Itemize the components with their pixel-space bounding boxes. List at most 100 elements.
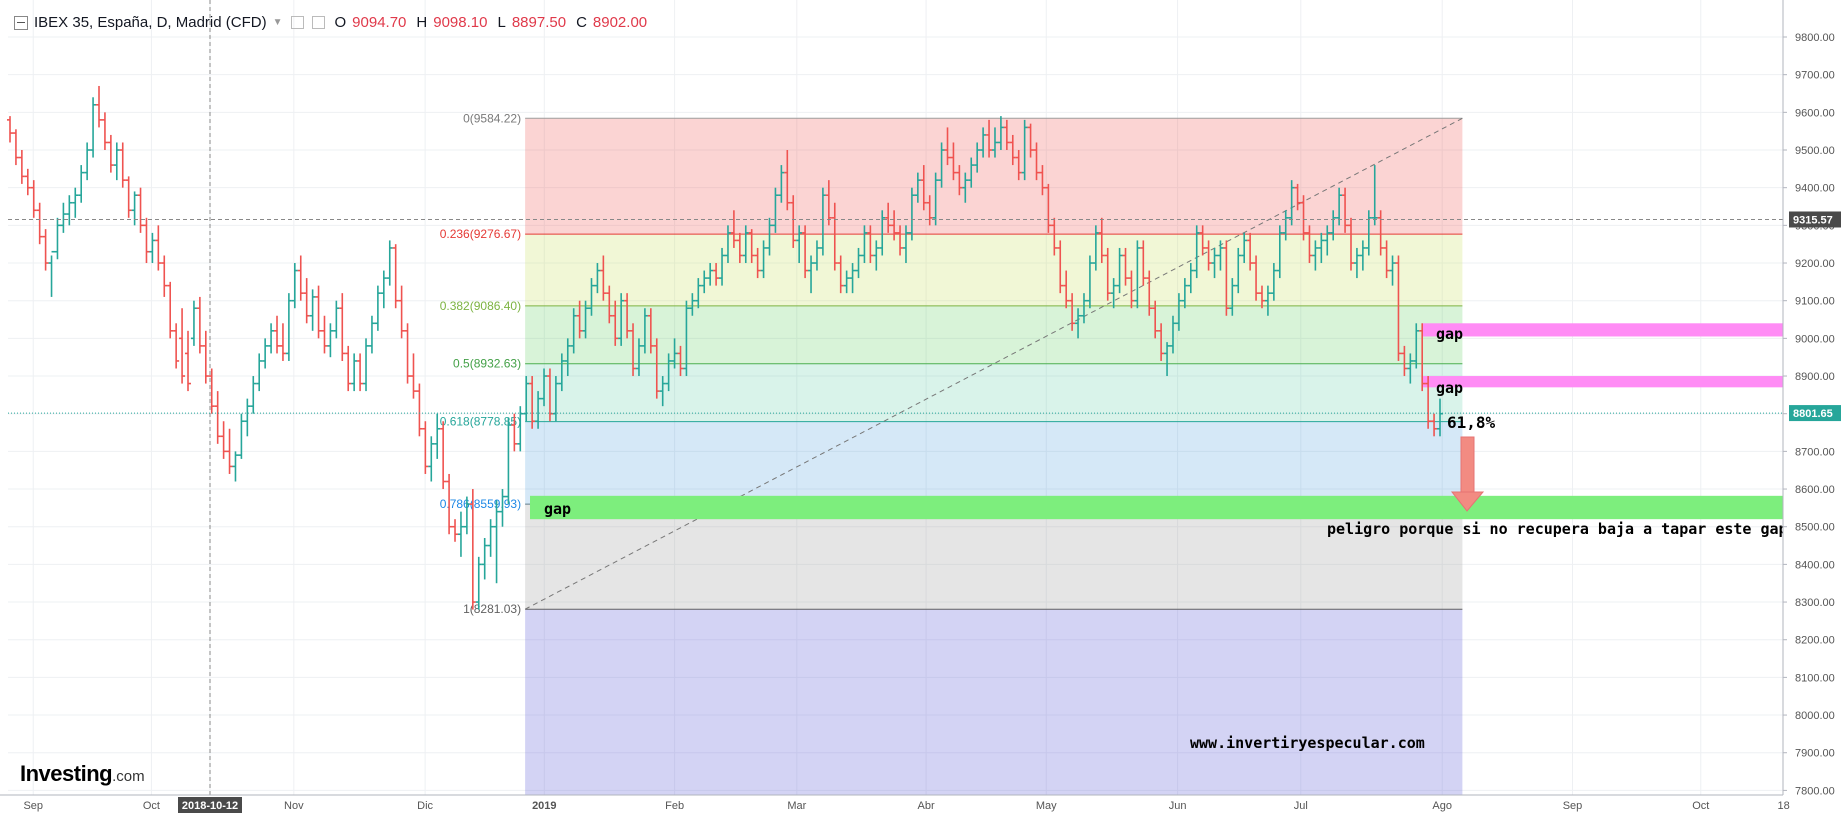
chevron-down-icon[interactable]: ▼: [272, 17, 283, 28]
ohlc-bar: [1128, 270, 1135, 309]
ohlc-bar: [303, 278, 310, 324]
fib-618-annotation: 61,8%: [1447, 413, 1496, 432]
crosshair-price-tag[interactable]: 9315.57: [1789, 211, 1841, 228]
last-price-tag[interactable]: 8801.65: [1789, 405, 1841, 422]
time-tick-label: 2019: [532, 800, 556, 812]
ohlc-bar: [1282, 210, 1289, 241]
settings-icon[interactable]: [290, 16, 304, 29]
eye-icon[interactable]: [311, 16, 325, 29]
ohlc-bar: [499, 489, 506, 527]
time-tick-label: Jul: [1294, 800, 1308, 812]
fibonacci-retracement[interactable]: 0(9584.22) 0.236(9276.67) 0.382(9086.40) 0.…: [440, 111, 1463, 795]
ohlc-bar: [214, 391, 221, 444]
website-annotation: www.invertiryespecular.com: [1190, 734, 1425, 752]
gap-zone-lower[interactable]: [530, 495, 1783, 520]
price-tick-label: 8300.00: [1795, 597, 1835, 609]
ohlc-bar: [659, 376, 666, 407]
ohlc-bar: [647, 308, 654, 354]
ohlc-bar: [677, 345, 684, 377]
ohlc-bar: [1122, 247, 1129, 286]
price-tick-label: 8400.00: [1795, 559, 1835, 571]
ohlc-bar: [487, 519, 494, 557]
gap-zone-upper[interactable]: [1422, 323, 1783, 337]
ohlc-bar: [1437, 398, 1443, 437]
ohlc-bar: [641, 308, 648, 354]
fib-zone-0.236: [525, 234, 1463, 306]
ohlc-bar: [36, 202, 43, 245]
symbol-title[interactable]: IBEX 35, España, D, Madrid (CFD): [34, 14, 267, 31]
ohlc-bar: [125, 176, 132, 218]
ohlc-bar: [618, 293, 625, 346]
ohlc-bar: [582, 300, 589, 339]
ohlc-bar: [1294, 183, 1301, 211]
ohlc-bar: [831, 202, 838, 271]
ohlc-bar: [701, 270, 708, 294]
ohlc-bar: [600, 255, 607, 301]
price-axis[interactable]: 9800.009700.009600.009500.009400.009300.…: [1782, 0, 1843, 817]
price-tick-label: 8200.00: [1795, 635, 1835, 647]
close-label: C: [576, 14, 587, 31]
ohlc-bar: [778, 165, 785, 203]
ohlc-bar: [1229, 278, 1236, 316]
ohlc-bar: [653, 338, 660, 399]
ohlc-bar: [962, 172, 969, 203]
ohlc-bar: [155, 225, 162, 271]
ohlc-bar: [1342, 187, 1349, 233]
ohlc-bar: [1235, 247, 1242, 294]
ohlc-bar: [754, 247, 761, 279]
ohlc-bar: [440, 421, 447, 490]
price-tick-label: 9500.00: [1795, 145, 1835, 157]
ohlc-bar: [606, 285, 613, 324]
warning-annotation: peligro porque si no recupera baja a tap…: [1327, 520, 1788, 538]
ohlc-bar: [885, 202, 892, 233]
fib-level-label: 0.5(8932.63): [453, 357, 521, 371]
ohlc-bar: [867, 225, 874, 264]
time-axis[interactable]: Sep Oct 2018-10-12 Nov Dic 2019 Feb Mar Abr May Ju…: [0, 794, 1843, 817]
ohlc-bar: [902, 225, 909, 264]
ohlc-bar: [1371, 165, 1378, 226]
ohlc-bar: [101, 112, 108, 151]
time-tick-label: 18: [1777, 800, 1789, 812]
ohlc-bar: [351, 353, 358, 392]
ohlc-bar: [1347, 217, 1354, 271]
time-tick-label: Mar: [787, 800, 806, 812]
collapse-icon[interactable]: [14, 15, 28, 30]
ohlc-bar: [54, 217, 61, 260]
ohlc-bar: [90, 97, 97, 158]
ohlc-bar: [1051, 217, 1058, 256]
fib-zone-0.382: [525, 305, 1463, 364]
ohlc-bar: [262, 338, 269, 369]
price-tick-label: 9800.00: [1795, 32, 1835, 44]
ohlc-bar: [315, 285, 322, 339]
ohlc-bar: [612, 300, 619, 346]
ohlc-bar: [1086, 255, 1093, 309]
ohlc-bar: [291, 263, 298, 309]
ohlc-bar: [1057, 240, 1064, 294]
ohlc-bar: [202, 330, 209, 384]
ohlc-bar: [339, 293, 346, 361]
ohlc-bar: [7, 116, 13, 143]
ohlc-bar: [190, 300, 197, 346]
time-tick-label: Feb: [665, 800, 684, 812]
ohlc-bar: [1187, 263, 1194, 294]
investing-logo[interactable]: Investing.com: [20, 761, 145, 787]
ohlc-bar: [185, 330, 192, 392]
ohlc-bar: [1377, 210, 1384, 256]
fib-zone-0.786: [525, 504, 1463, 610]
ohlc-bar: [546, 368, 553, 422]
time-tick-label: May: [1036, 800, 1057, 812]
ohlc-bar: [107, 134, 114, 173]
ohlc-bar: [1324, 225, 1331, 256]
ohlc-bar: [274, 315, 281, 354]
gap-zone-middle[interactable]: [1422, 376, 1783, 388]
open-value: 9094.70: [352, 14, 407, 31]
annotations[interactable]: gap gap gap 61,8% peligro porque si no r…: [544, 325, 1788, 752]
time-tick-label: Oct: [1692, 800, 1709, 812]
ohlc-bar: [1069, 293, 1076, 331]
price-tick-label: 9400.00: [1795, 183, 1835, 195]
ohlc-bar: [72, 187, 79, 218]
ohlc-bar: [991, 127, 998, 158]
ohlc-bar: [742, 225, 749, 264]
ohlc-bar: [1015, 150, 1022, 181]
